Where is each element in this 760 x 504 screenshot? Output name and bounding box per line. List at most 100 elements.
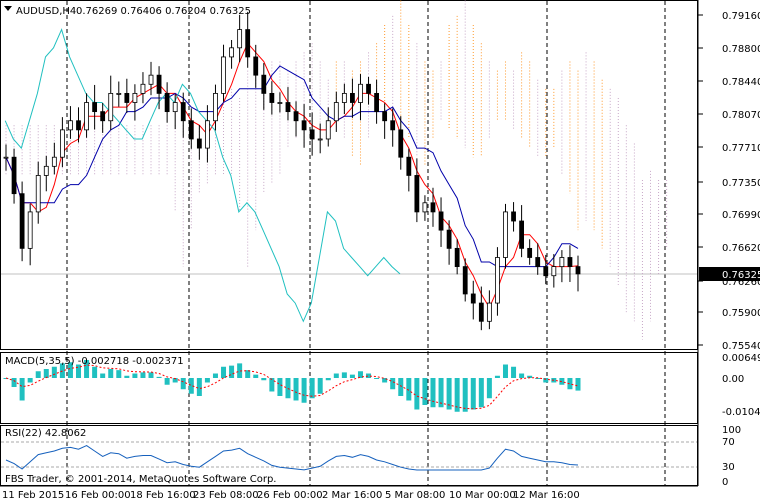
macd-bar <box>462 378 468 412</box>
macd-bar <box>59 363 65 378</box>
rsi-axis-0: 0 <box>722 477 728 488</box>
price-tick-label: 0.75540 <box>722 341 760 352</box>
macd-signal-line <box>5 364 579 410</box>
candle <box>43 155 49 192</box>
macd-bar <box>245 370 251 378</box>
macd-label: MACD(5,35,5) -0.002718 -0.002371 <box>5 356 184 367</box>
macd-bar <box>76 364 82 378</box>
macd-bar <box>502 364 508 378</box>
macd-bar <box>132 373 138 378</box>
candle <box>503 203 508 269</box>
candle <box>76 107 81 143</box>
macd-bar <box>92 366 98 378</box>
macd-bar <box>11 378 17 387</box>
chevron-down-icon[interactable] <box>4 6 12 11</box>
macd-bar <box>148 372 154 378</box>
macd-bar <box>325 378 331 381</box>
candle <box>390 108 396 147</box>
macd-axis-zero: 0.00 <box>722 374 744 385</box>
time-tick-label: 2 Mar 16:00 <box>322 490 382 501</box>
rsi-axis-30: 30 <box>722 462 735 473</box>
macd-bar <box>309 378 315 399</box>
macd-bar <box>301 378 307 403</box>
candle <box>148 61 154 96</box>
macd-bar <box>140 372 146 378</box>
candle <box>35 161 41 224</box>
candle <box>478 286 484 331</box>
rsi-axis-70: 70 <box>722 437 735 448</box>
candle <box>261 63 267 110</box>
current-price-tag <box>699 267 760 281</box>
candle <box>132 84 138 121</box>
candle <box>301 104 307 148</box>
candle <box>245 11 251 68</box>
candle <box>454 239 460 275</box>
candle <box>84 93 89 138</box>
macd-bar <box>27 378 33 383</box>
macd-bar <box>196 378 202 396</box>
macd-bar <box>221 366 227 378</box>
macd-bar <box>212 373 218 378</box>
macd-bar <box>164 378 170 385</box>
macd-bar <box>180 378 186 390</box>
current-price-label: 0.76325 <box>722 270 760 281</box>
candle <box>366 76 371 105</box>
kijun-line <box>5 65 579 268</box>
macd-bar <box>237 363 243 378</box>
candle <box>495 247 500 316</box>
time-tick-label: 10 Mar 00:00 <box>449 490 516 501</box>
candle <box>438 197 444 247</box>
price-axis: 0.79160 0.78800 0.78440 0.78070 0.77710 0.773… <box>698 11 760 352</box>
price-tick-label: 0.76990 <box>722 210 760 221</box>
macd-bar <box>51 366 57 378</box>
period-separators <box>66 1 666 486</box>
main-panel-border <box>0 0 698 350</box>
macd-bar <box>454 378 460 412</box>
macd-bar <box>519 373 525 378</box>
macd-bar <box>366 373 372 378</box>
macd-bar <box>116 370 122 378</box>
candle <box>511 202 516 232</box>
macd-axis-high: 0.00649 <box>722 353 760 364</box>
price-tick-label: 0.76620 <box>722 243 760 254</box>
candle <box>51 142 57 175</box>
candle <box>535 243 541 275</box>
candle <box>350 78 355 118</box>
candle <box>27 203 33 266</box>
candle <box>519 205 525 258</box>
candle <box>196 125 202 160</box>
chikou-line <box>4 28 401 323</box>
macd-bar <box>204 378 210 383</box>
macd-bar <box>575 378 581 391</box>
candle <box>382 103 388 139</box>
price-tick-label: 0.79160 <box>722 11 760 22</box>
rsi-levels <box>1 441 697 468</box>
candle <box>575 255 581 292</box>
symbol-label: AUDUSD,H4 <box>16 6 76 17</box>
candle <box>253 44 259 88</box>
price-tick-label: 0.78800 <box>722 44 760 55</box>
rsi-axis-100: 100 <box>722 425 741 436</box>
time-tick-label: 11 Feb 2015 <box>2 490 64 501</box>
macd-bar <box>438 378 444 408</box>
candle <box>309 112 315 156</box>
rsi-line <box>5 445 579 471</box>
macd-bar <box>229 365 235 378</box>
macd-bar <box>261 378 267 381</box>
time-tick-label: 16 Feb 00:00 <box>65 490 131 501</box>
macd-histogram <box>3 360 581 412</box>
macd-bar <box>124 375 130 378</box>
macd-bar <box>156 376 162 378</box>
macd-bar <box>470 378 476 410</box>
macd-bar <box>374 378 380 379</box>
candle <box>11 148 17 204</box>
candle <box>3 144 9 171</box>
candle <box>325 107 331 147</box>
macd-bar <box>478 378 484 408</box>
candles <box>3 11 581 331</box>
candle <box>470 280 476 320</box>
macd-bar <box>406 378 412 401</box>
macd-bar <box>188 378 194 394</box>
